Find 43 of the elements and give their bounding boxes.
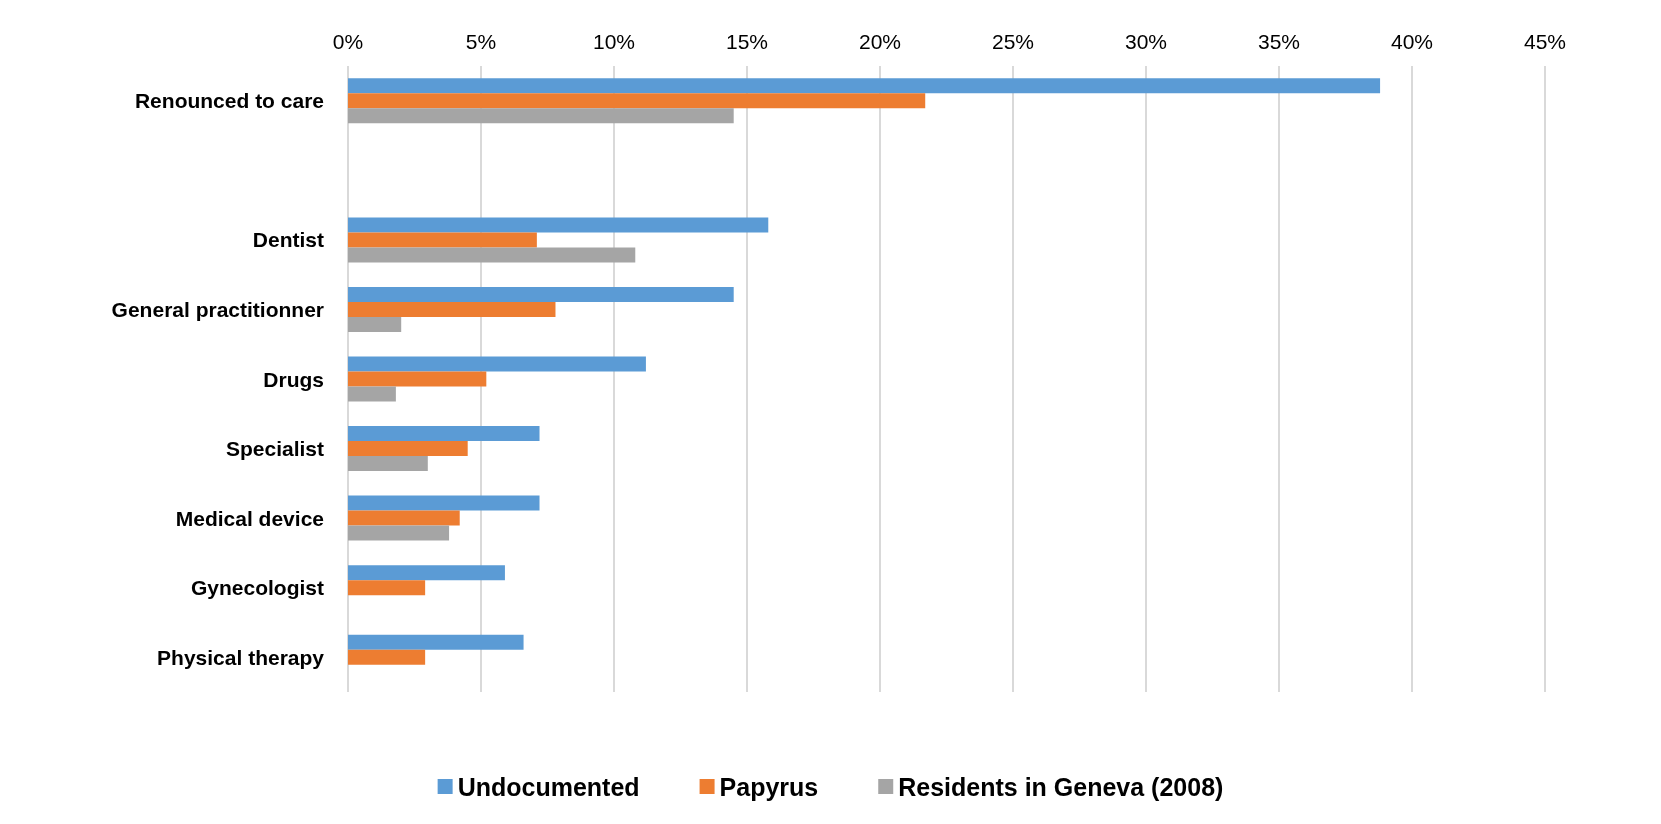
bar bbox=[348, 634, 524, 650]
y-tick-label: Physical therapy bbox=[157, 645, 325, 669]
bar bbox=[348, 456, 428, 472]
bar bbox=[348, 93, 926, 109]
x-tick-label: 10% bbox=[592, 30, 636, 53]
legend-label: Papyrus bbox=[719, 772, 819, 801]
bar bbox=[348, 649, 426, 665]
bar bbox=[348, 565, 505, 581]
bar bbox=[348, 510, 460, 526]
x-tick-label: 5% bbox=[465, 30, 497, 53]
bar bbox=[348, 371, 487, 387]
x-tick-label: 0% bbox=[332, 30, 364, 53]
y-tick-label: Renounced to care bbox=[134, 89, 324, 113]
y-tick-label: Gynecologist bbox=[190, 576, 324, 600]
bar bbox=[348, 441, 468, 457]
y-tick-label: Medical device bbox=[175, 506, 324, 530]
bar bbox=[348, 301, 556, 317]
x-tick-label: 25% bbox=[991, 30, 1035, 53]
bar bbox=[348, 316, 402, 332]
bar bbox=[348, 495, 540, 511]
x-tick-label: 20% bbox=[858, 30, 902, 53]
bar bbox=[348, 247, 636, 263]
x-tick-label: 45% bbox=[1523, 30, 1567, 53]
bar bbox=[348, 356, 646, 372]
bar bbox=[348, 108, 734, 124]
bar bbox=[348, 286, 734, 302]
y-tick-label: Specialist bbox=[225, 437, 324, 461]
bar bbox=[348, 217, 769, 233]
legend-label: Undocumented bbox=[457, 772, 640, 801]
y-tick-label: Dentist bbox=[252, 228, 324, 252]
bar bbox=[348, 386, 396, 402]
legend-label: Residents in Geneva (2008) bbox=[898, 772, 1224, 801]
y-tick-label: General practitionner bbox=[111, 297, 324, 321]
y-tick-label: Drugs bbox=[263, 367, 324, 391]
bar bbox=[348, 426, 540, 442]
bar bbox=[348, 525, 450, 541]
bar bbox=[348, 580, 426, 596]
x-tick-label: 15% bbox=[725, 30, 769, 53]
x-tick-label: 40% bbox=[1390, 30, 1434, 53]
x-tick-label: 30% bbox=[1124, 30, 1168, 53]
x-tick-label: 35% bbox=[1257, 30, 1301, 53]
bar bbox=[348, 232, 537, 248]
bar bbox=[348, 78, 1381, 94]
